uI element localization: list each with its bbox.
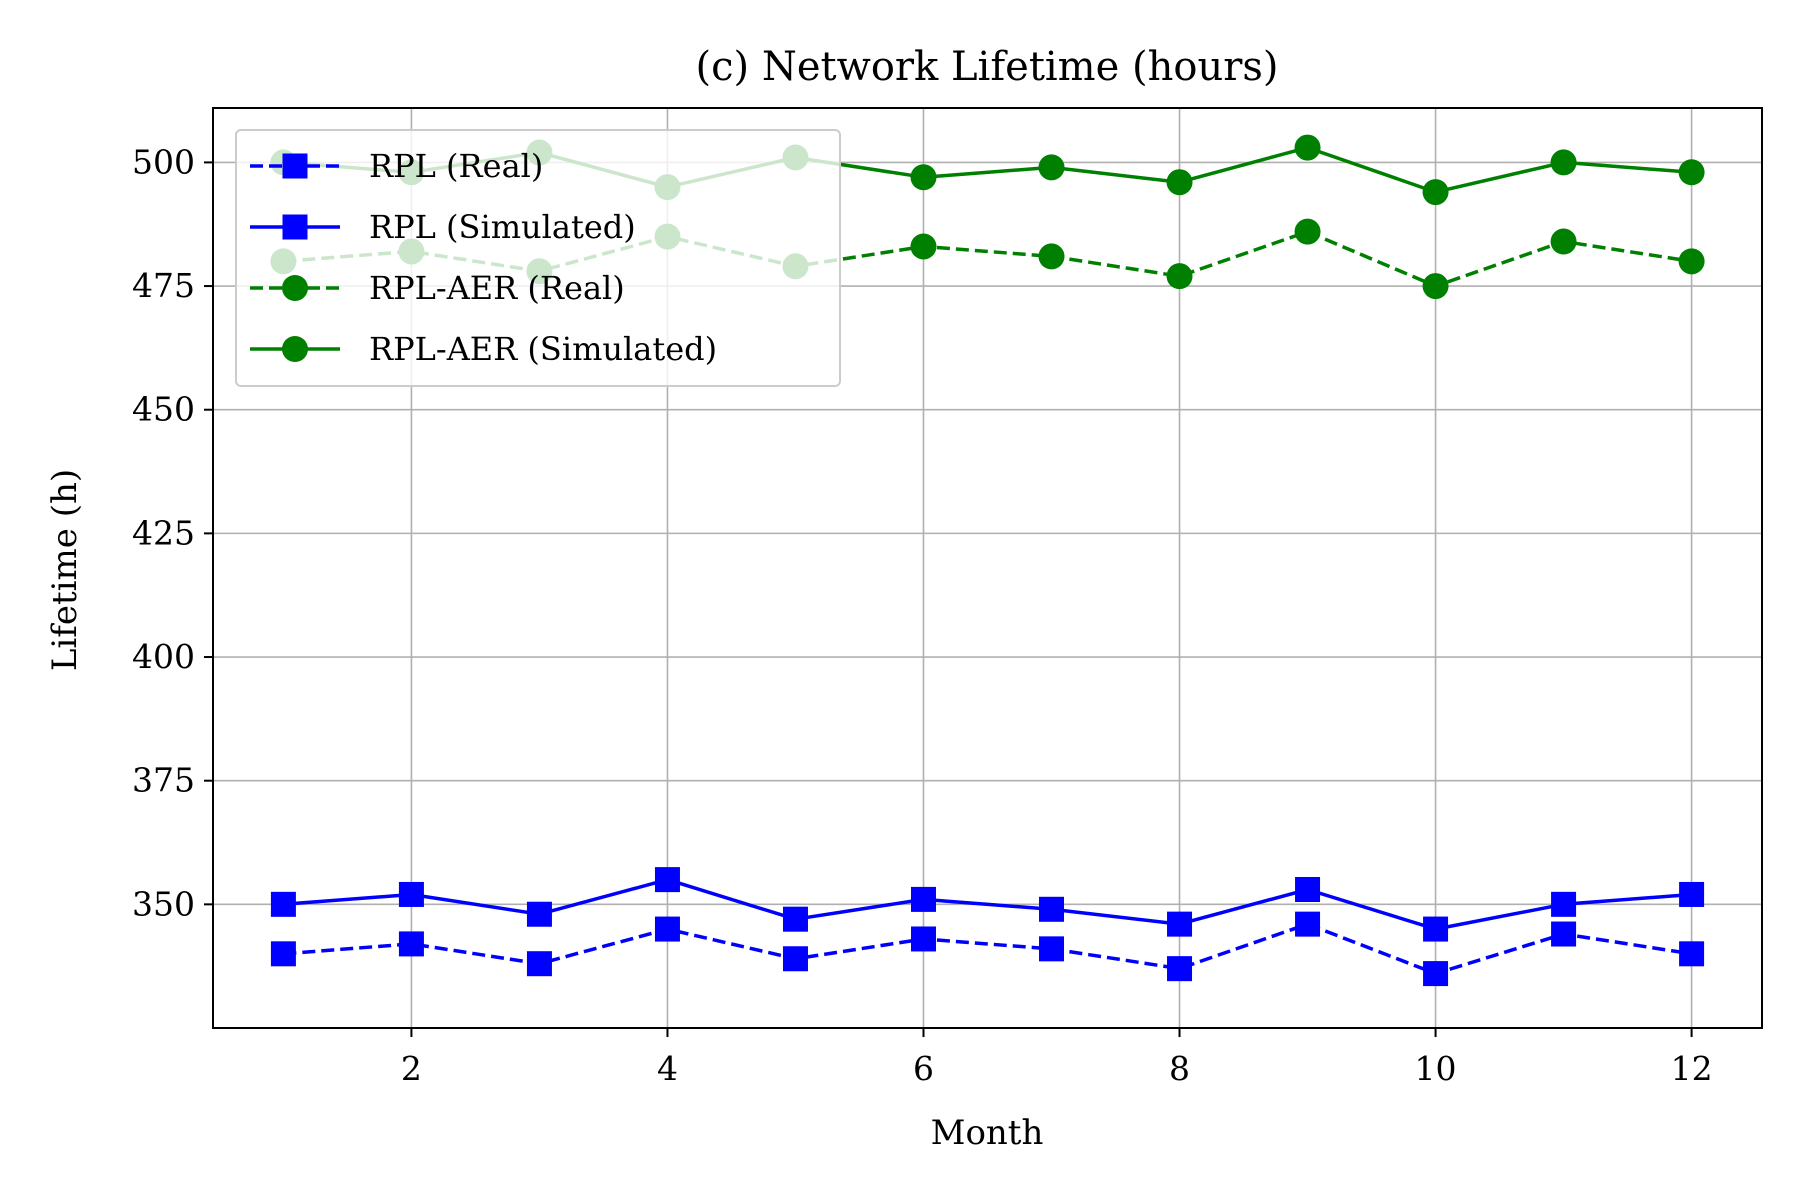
plot-frame bbox=[212, 107, 1763, 1029]
chart-title: (c) Network Lifetime (hours) bbox=[696, 44, 1279, 90]
y-tick-label: 500 bbox=[132, 142, 195, 181]
data-point bbox=[526, 951, 552, 977]
data-point bbox=[270, 941, 296, 967]
series-rpl-real bbox=[270, 911, 1705, 987]
series-layer bbox=[270, 134, 1705, 987]
data-point bbox=[398, 931, 424, 957]
x-tick-label: 4 bbox=[657, 1049, 678, 1088]
series-line bbox=[283, 922, 1692, 976]
data-point bbox=[910, 926, 936, 952]
data-point bbox=[1550, 228, 1577, 255]
y-tick-label: 475 bbox=[132, 266, 195, 305]
data-point bbox=[1679, 941, 1705, 967]
data-point bbox=[1038, 243, 1065, 270]
x-tick-label: 10 bbox=[1415, 1049, 1457, 1088]
data-point bbox=[910, 886, 936, 912]
tick-layer: 350 375 400 425 450 475 500 2 4 6 8 10 12 bbox=[132, 142, 1713, 1088]
x-tick-label: 2 bbox=[401, 1049, 422, 1088]
data-point bbox=[1167, 956, 1193, 982]
data-point bbox=[526, 901, 552, 927]
x-tick-label: 12 bbox=[1671, 1049, 1713, 1088]
legend: RPL (Real) RPL (Simulated) RPL-AER (Real) R… bbox=[235, 129, 841, 387]
data-point bbox=[782, 946, 808, 972]
data-point bbox=[1039, 896, 1065, 922]
y-axis-label: Lifetime (h) bbox=[45, 469, 85, 671]
data-point bbox=[1422, 179, 1449, 206]
data-point bbox=[1167, 911, 1193, 937]
x-axis-label: Month bbox=[931, 1113, 1044, 1153]
y-tick-label: 400 bbox=[132, 637, 195, 676]
legend-item: RPL-AER (Simulated) bbox=[250, 330, 717, 368]
data-point bbox=[910, 164, 937, 191]
data-point bbox=[1678, 159, 1705, 186]
data-point bbox=[782, 906, 808, 932]
data-point bbox=[1422, 273, 1449, 300]
legend-marker bbox=[282, 336, 308, 362]
legend-marker bbox=[282, 153, 308, 179]
y-tick-label: 375 bbox=[132, 761, 195, 800]
data-point bbox=[1166, 169, 1193, 196]
legend-label: RPL (Real) bbox=[369, 147, 543, 185]
legend-box bbox=[235, 129, 841, 387]
legend-marker bbox=[282, 275, 308, 301]
data-point bbox=[654, 916, 680, 942]
data-point bbox=[910, 233, 937, 260]
data-point bbox=[1551, 921, 1577, 947]
legend-item: RPL (Real) bbox=[250, 147, 543, 185]
y-tick-label: 450 bbox=[132, 390, 195, 429]
data-point bbox=[1678, 248, 1705, 275]
data-point bbox=[270, 891, 296, 917]
legend-label: RPL-AER (Real) bbox=[369, 269, 625, 307]
y-tick-label: 425 bbox=[132, 513, 195, 552]
data-point bbox=[1423, 916, 1449, 942]
data-point bbox=[1679, 881, 1705, 907]
data-point bbox=[654, 867, 680, 893]
data-point bbox=[1294, 218, 1321, 245]
data-point bbox=[1166, 263, 1193, 290]
data-point bbox=[1550, 149, 1577, 176]
data-point bbox=[1294, 134, 1321, 161]
x-tick-label: 6 bbox=[913, 1049, 934, 1088]
data-point bbox=[1295, 911, 1321, 937]
x-tick-label: 8 bbox=[1169, 1049, 1190, 1088]
y-tick-label: 350 bbox=[132, 884, 195, 923]
legend-marker bbox=[282, 214, 308, 240]
legend-item: RPL-AER (Real) bbox=[250, 269, 625, 307]
series-rpl-simulated bbox=[270, 867, 1705, 942]
series-line bbox=[283, 877, 1692, 931]
legend-label: RPL-AER (Simulated) bbox=[369, 330, 717, 368]
data-point bbox=[1038, 154, 1065, 181]
data-point bbox=[398, 881, 424, 907]
data-point bbox=[1423, 961, 1449, 987]
data-point bbox=[1039, 936, 1065, 962]
data-point bbox=[1551, 891, 1577, 917]
legend-item: RPL (Simulated) bbox=[250, 208, 636, 246]
legend-label: RPL (Simulated) bbox=[369, 208, 636, 246]
data-point bbox=[1295, 877, 1321, 903]
